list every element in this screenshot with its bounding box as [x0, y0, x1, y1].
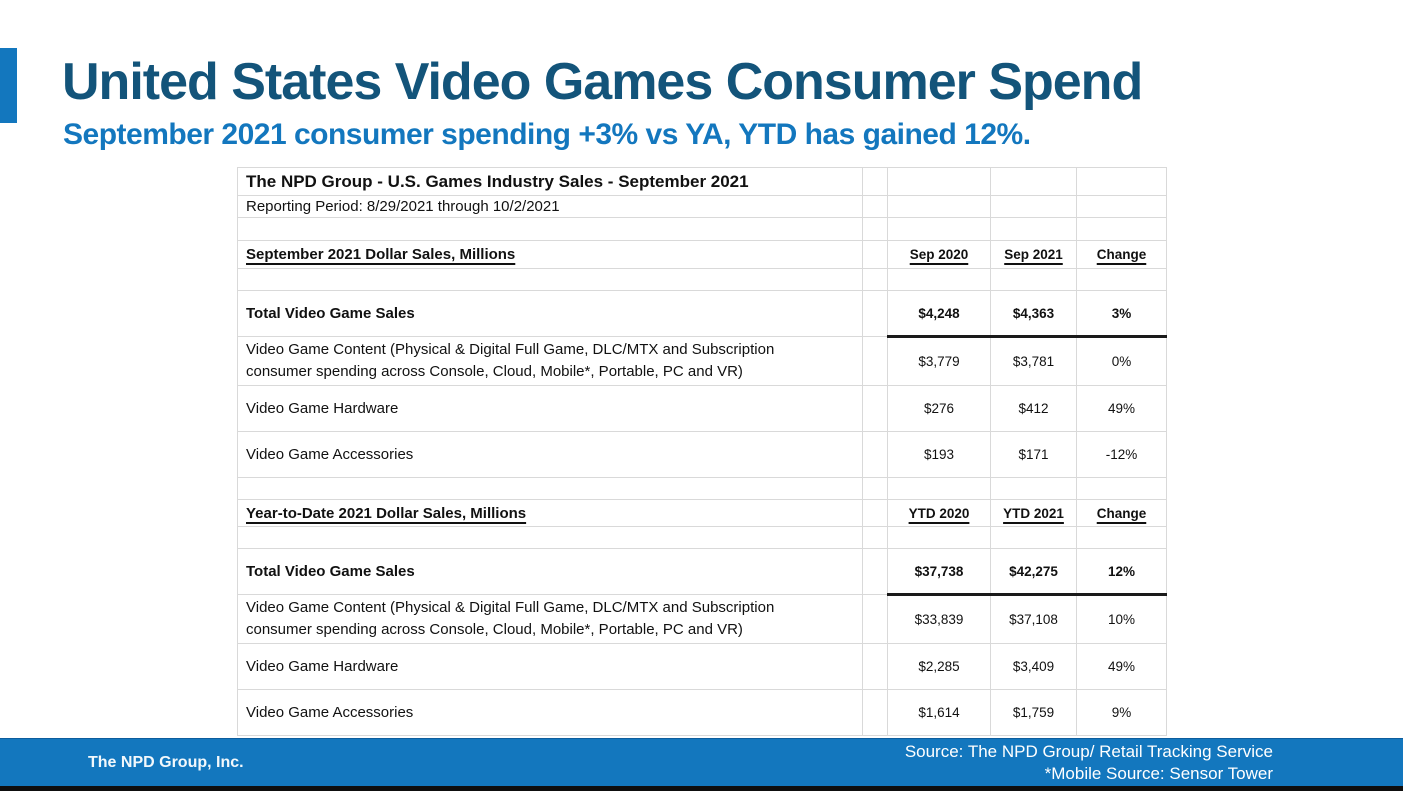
slide-title: United States Video Games Consumer Spend — [62, 53, 1143, 111]
row-label: Video Game Content (Physical & Digital F… — [237, 594, 863, 644]
cell-change: 10% — [1076, 594, 1167, 644]
table-row-total-ytd: Total Video Game Sales $37,738 $42,275 1… — [237, 548, 1167, 596]
spacer-row — [237, 477, 1167, 500]
column-header-ytd2021: YTD 2021 — [1003, 505, 1064, 521]
column-header-ytd2020: YTD 2020 — [908, 505, 970, 521]
title-accent-bar — [0, 48, 17, 123]
cell-sep2020: $276 — [887, 385, 991, 432]
cell-change: 9% — [1076, 689, 1167, 736]
section-label: Year-to-Date 2021 Dollar Sales, Millions — [246, 504, 527, 522]
cell-ytd2021: $37,108 — [990, 594, 1077, 644]
row-label: Video Game Hardware — [237, 643, 863, 690]
column-header-sep2021: Sep 2021 — [1004, 247, 1063, 262]
footer-source-line1: Source: The NPD Group/ Retail Tracking S… — [904, 742, 1273, 761]
cell-change: 49% — [1076, 385, 1167, 432]
cell-sep2021: $171 — [990, 431, 1077, 478]
cell-ytd2021: $42,275 — [990, 548, 1077, 596]
table-row-content-ytd: Video Game Content (Physical & Digital F… — [237, 594, 1167, 644]
cell-change: 49% — [1076, 643, 1167, 690]
cell-ytd2020: $33,839 — [887, 594, 991, 644]
cell-ytd2020: $37,738 — [887, 548, 991, 596]
reporting-period: Reporting Period: 8/29/2021 through 10/2… — [237, 195, 863, 218]
footer-source: Source: The NPD Group/ Retail Tracking S… — [905, 741, 1273, 785]
column-header-change: Change — [1096, 247, 1147, 262]
spacer-cell — [862, 167, 888, 196]
cell-ytd2020: $2,285 — [887, 643, 991, 690]
table-row-accessories-ytd: Video Game Accessories $1,614 $1,759 9% — [237, 689, 1167, 736]
cell-change: 3% — [1076, 290, 1167, 338]
row-label: Total Video Game Sales — [237, 548, 863, 595]
reporting-period-row: Reporting Period: 8/29/2021 through 10/2… — [237, 195, 1167, 218]
sales-table: The NPD Group - U.S. Games Industry Sale… — [237, 167, 1167, 736]
table-title-row: The NPD Group - U.S. Games Industry Sale… — [237, 167, 1167, 196]
section-header-ytd: Year-to-Date 2021 Dollar Sales, Millions… — [237, 499, 1167, 527]
cell-ytd2021: $1,759 — [990, 689, 1077, 736]
cell-sep2020: $193 — [887, 431, 991, 478]
cell-change: -12% — [1076, 431, 1167, 478]
row-label: Video Game Hardware — [237, 385, 863, 432]
row-label: Video Game Accessories — [237, 689, 863, 736]
spacer-row — [237, 217, 1167, 241]
table-title: The NPD Group - U.S. Games Industry Sale… — [237, 167, 863, 196]
table-row-total-september: Total Video Game Sales $4,248 $4,363 3% — [237, 290, 1167, 338]
spacer-row — [237, 268, 1167, 291]
column-header-sep2020: Sep 2020 — [909, 247, 969, 262]
table-row-accessories-september: Video Game Accessories $193 $171 -12% — [237, 431, 1167, 478]
spacer-row — [237, 526, 1167, 549]
cell-sep2020: $4,248 — [887, 290, 991, 338]
cell-sep2020: $3,779 — [887, 336, 991, 386]
section-label: September 2021 Dollar Sales, Millions — [246, 246, 516, 263]
cell-change: 12% — [1076, 548, 1167, 596]
footer-source-line2: *Mobile Source: Sensor Tower — [1044, 764, 1273, 783]
table-row-hardware-september: Video Game Hardware $276 $412 49% — [237, 385, 1167, 432]
table-row-content-september: Video Game Content (Physical & Digital F… — [237, 336, 1167, 386]
cell-change: 0% — [1076, 336, 1167, 386]
row-label: Video Game Content (Physical & Digital F… — [237, 336, 863, 386]
cell-sep2021: $3,781 — [990, 336, 1077, 386]
cell-sep2021: $4,363 — [990, 290, 1077, 338]
table-row-hardware-ytd: Video Game Hardware $2,285 $3,409 49% — [237, 643, 1167, 690]
cell-ytd2020: $1,614 — [887, 689, 991, 736]
slide-subtitle: September 2021 consumer spending +3% vs … — [63, 118, 1031, 151]
row-label: Total Video Game Sales — [237, 290, 863, 337]
cell-sep2021: $412 — [990, 385, 1077, 432]
row-label: Video Game Accessories — [237, 431, 863, 478]
footer-company: The NPD Group, Inc. — [88, 754, 244, 771]
footer-bar: The NPD Group, Inc. Source: The NPD Grou… — [0, 738, 1403, 787]
bottom-strip — [0, 786, 1403, 791]
section-header-september: September 2021 Dollar Sales, Millions Se… — [237, 240, 1167, 269]
column-header-change: Change — [1096, 505, 1147, 521]
cell-ytd2021: $3,409 — [990, 643, 1077, 690]
